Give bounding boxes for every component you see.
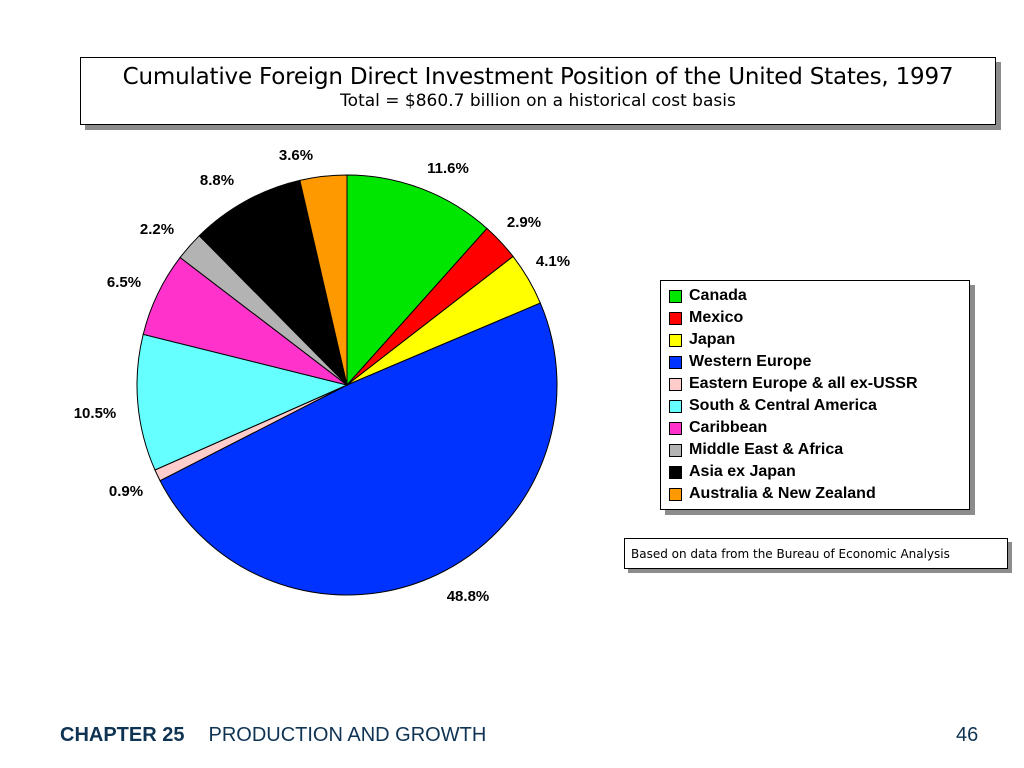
data-label-caribbean: 6.5% (107, 274, 141, 291)
chart-subtitle: Total = $860.7 billion on a historical c… (340, 91, 736, 111)
legend-swatch (669, 377, 682, 391)
legend-swatch (669, 333, 682, 347)
pie-slice-asia-ex-japan (198, 179, 348, 387)
footer-section: PRODUCTION AND GROWTH (208, 724, 487, 746)
legend-label: Western Europe (689, 353, 812, 370)
legend-swatch (669, 421, 682, 435)
legend-swatch (669, 355, 682, 369)
data-label-eastern-europe-all-ex-ussr: 0.9% (109, 483, 143, 500)
data-label-middle-east-africa: 2.2% (140, 221, 174, 238)
chart-title: Cumulative Foreign Direct Investment Pos… (122, 64, 954, 90)
legend-label: Australia & New Zealand (689, 485, 876, 502)
chart-legend: Canada Mexico Japan Western Europe Eastern E… (660, 280, 970, 510)
footer: CHAPTER 25 PRODUCTION AND GROWTH (60, 724, 486, 747)
footer-chapter: CHAPTER 25 (60, 724, 185, 746)
data-label-australia-new-zealand: 3.6% (279, 147, 313, 164)
legend-item: Middle East & Africa (669, 440, 843, 460)
legend-item: Australia & New Zealand (669, 484, 876, 504)
pie-slice-australia-new-zealand (299, 174, 348, 386)
page-number: 46 (956, 724, 979, 746)
source-note: Based on data from the Bureau of Economi… (624, 538, 1008, 569)
data-label-western-europe: 48.8% (447, 588, 490, 605)
legend-label: Canada (689, 287, 747, 304)
chart-title-box: Cumulative Foreign Direct Investment Pos… (80, 57, 996, 125)
legend-swatch (669, 311, 682, 325)
data-label-mexico: 2.9% (507, 214, 541, 231)
legend-label: Japan (689, 331, 736, 348)
data-label-south-central-america: 10.5% (74, 405, 117, 422)
legend-label: Eastern Europe & all ex-USSR (689, 375, 918, 392)
legend-label: Caribbean (689, 419, 768, 436)
legend-swatch (669, 443, 682, 457)
legend-item: Canada (669, 286, 747, 306)
legend-swatch (669, 289, 682, 303)
legend-item: Caribbean (669, 418, 767, 438)
data-label-canada: 11.6% (427, 160, 469, 177)
pie-slice-south-central-america (136, 333, 349, 471)
legend-item: Japan (669, 330, 735, 350)
legend-item: Mexico (669, 308, 743, 328)
pie-slice-western-europe (159, 302, 558, 596)
legend-item: Eastern Europe & all ex-USSR (669, 374, 918, 394)
pie-slice-canada (346, 174, 488, 387)
legend-swatch (669, 465, 682, 479)
legend-item: Western Europe (669, 352, 811, 372)
legend-swatch (669, 487, 682, 501)
legend-swatch (669, 399, 682, 413)
data-label-asia-ex-japan: 8.8% (200, 172, 234, 189)
legend-label: Asia ex Japan (689, 463, 796, 480)
data-label-japan: 4.1% (536, 253, 570, 270)
legend-item: South & Central America (669, 396, 877, 416)
legend-item: Asia ex Japan (669, 462, 796, 482)
legend-label: Middle East & Africa (689, 441, 844, 458)
legend-label: Mexico (689, 309, 744, 326)
legend-label: South & Central America (689, 397, 877, 414)
